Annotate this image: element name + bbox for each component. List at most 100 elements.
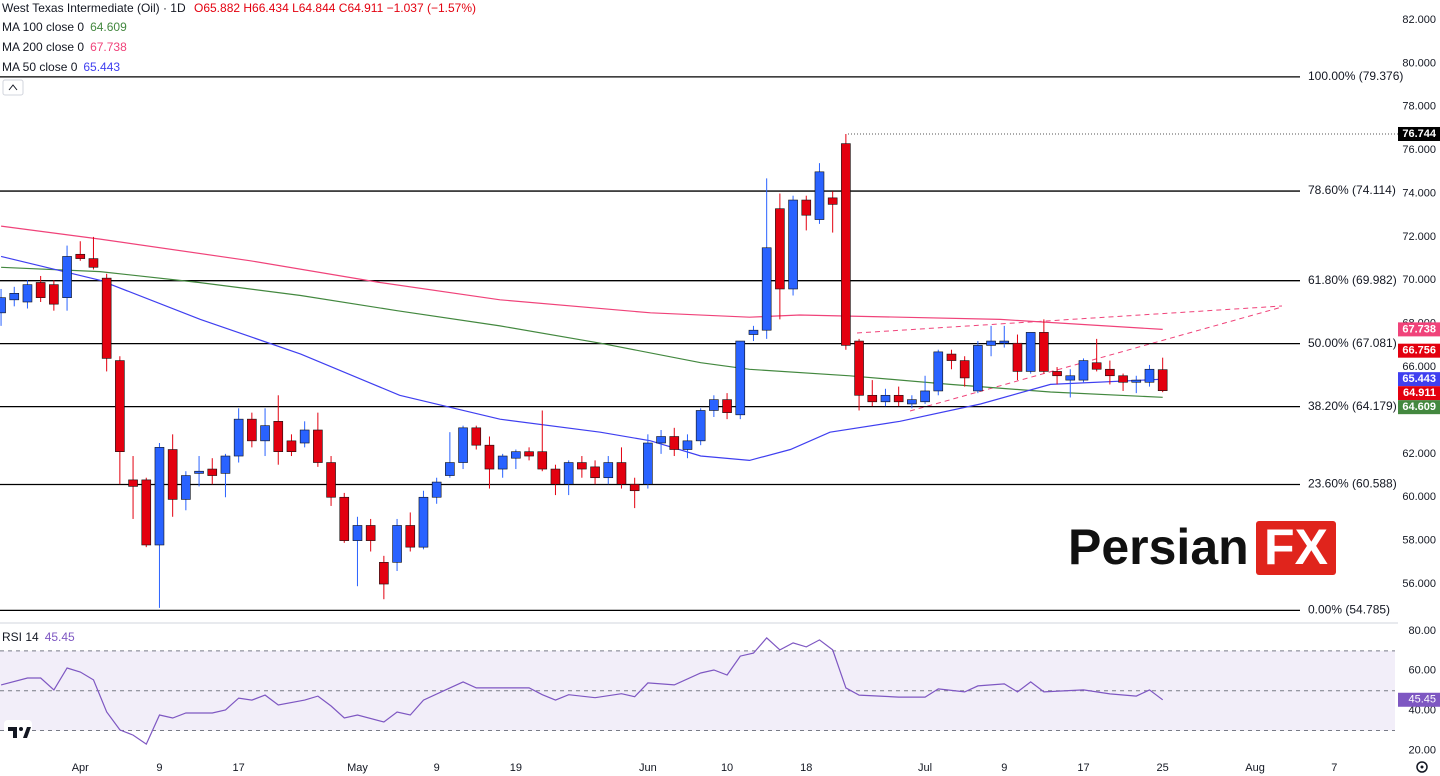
candle-body: [1025, 332, 1036, 372]
candle-body: [1078, 360, 1089, 381]
candle-body: [233, 418, 244, 457]
candle-body: [115, 360, 125, 452]
x-tick-label: Aug: [1245, 762, 1265, 774]
candle-body: [181, 475, 191, 500]
candle-body: [550, 468, 561, 485]
y-tick-label: 62.000: [1402, 448, 1436, 460]
candle-body: [1052, 371, 1062, 377]
candle-body: [827, 197, 838, 205]
rsi-tick-label: 80.00: [1408, 625, 1436, 637]
candle-body: [167, 449, 178, 500]
candle-body: [49, 284, 59, 305]
candle-body: [867, 394, 878, 403]
candle-body: [986, 340, 996, 346]
x-tick-label: 17: [233, 762, 245, 774]
candle-body: [299, 429, 310, 444]
price-tag: [1398, 386, 1440, 401]
candle-body: [854, 340, 864, 396]
candle-body: [141, 479, 152, 546]
candle-body: [1039, 332, 1049, 372]
legend-name: MA 100 close 0: [2, 20, 84, 34]
candle-body: [999, 340, 1010, 344]
price-tag-label: 66.756: [1402, 345, 1436, 357]
candle-body: [616, 462, 627, 485]
candle-body: [1131, 379, 1142, 383]
candle-body: [709, 399, 719, 411]
rsi-tick-label: 20.00: [1408, 744, 1436, 756]
x-tick-label: 9: [1001, 762, 1007, 774]
candle-body: [484, 444, 495, 470]
rsi-tag: [1398, 692, 1440, 707]
moving-average: [1, 266, 1163, 398]
candle-body: [669, 436, 680, 450]
candle-body: [590, 466, 600, 479]
rsi-name: RSI 14: [2, 630, 39, 644]
candle-body: [128, 479, 138, 487]
candle-body: [841, 143, 851, 346]
moving-average: [1, 225, 1163, 330]
fib-label: 23.60% (60.588): [1308, 477, 1397, 491]
candle-body: [907, 399, 917, 405]
candle-body: [1065, 375, 1076, 381]
fib-label: 61.80% (69.982): [1308, 273, 1397, 287]
price-tag: [1398, 126, 1440, 141]
candle-body: [458, 427, 468, 463]
candle-body: [933, 351, 944, 392]
x-tick-label: Jul: [918, 762, 932, 774]
candle-body: [577, 462, 587, 470]
rsi-tick-label: 40.00: [1408, 705, 1436, 717]
candle-body: [959, 360, 970, 379]
fib-label: 100.00% (79.376): [1308, 69, 1403, 83]
candle-body: [194, 470, 204, 474]
x-tick-label: 7: [1331, 762, 1337, 774]
x-tick-label: Jun: [639, 762, 657, 774]
candle-body: [88, 258, 99, 268]
candle-body: [313, 429, 323, 463]
fib-label: 38.20% (64.179): [1308, 399, 1397, 413]
candle-body: [1012, 342, 1023, 372]
candle-body: [418, 496, 429, 548]
y-tick-label: 70.000: [1402, 274, 1436, 286]
legend-name: MA 200 close 0: [2, 40, 84, 54]
rsi-tag-label: 45.45: [1408, 694, 1436, 706]
y-tick-label: 74.000: [1402, 187, 1436, 199]
chart-title: West Texas Intermediate (Oil) · 1D: [2, 1, 186, 15]
y-tick-label: 76.000: [1402, 144, 1436, 156]
candle-body: [537, 451, 548, 470]
candle-body: [524, 451, 534, 457]
candle-body: [761, 247, 772, 331]
candle-body: [748, 329, 759, 335]
candle-body: [75, 253, 86, 259]
candle-body: [247, 418, 257, 442]
price-tag: [1398, 343, 1440, 358]
candle-body: [1091, 362, 1102, 370]
y-tick-label: 80.000: [1402, 57, 1436, 69]
candle-body: [365, 525, 376, 541]
price-tag-label: 64.911: [1403, 387, 1436, 399]
caret-icon: [8, 84, 18, 91]
marks: 56.00058.00060.00062.00064.00066.00068.0…: [0, 14, 1436, 774]
candle-body: [1144, 368, 1155, 383]
candle-body: [814, 171, 825, 220]
candle-body: [62, 256, 72, 298]
candle-body: [695, 410, 706, 442]
collapse-button[interactable]: [2, 79, 24, 96]
candle-body: [35, 282, 46, 298]
candle-body: [920, 390, 930, 403]
candle-body: [656, 436, 666, 444]
x-tick-label: 17: [1077, 762, 1089, 774]
candle-body: [643, 442, 653, 485]
candle-body: [629, 483, 640, 492]
settings-icon[interactable]: [1416, 761, 1428, 773]
rsi-tick-label: 60.00: [1408, 665, 1436, 677]
price-tag: [1398, 322, 1440, 337]
trend-line: [856, 305, 1283, 334]
y-tick-label: 60.000: [1402, 491, 1436, 503]
candle-body: [392, 525, 402, 563]
candle-body: [603, 462, 614, 479]
legend-name: MA 50 close 0: [2, 60, 78, 74]
candle-body: [260, 425, 270, 442]
